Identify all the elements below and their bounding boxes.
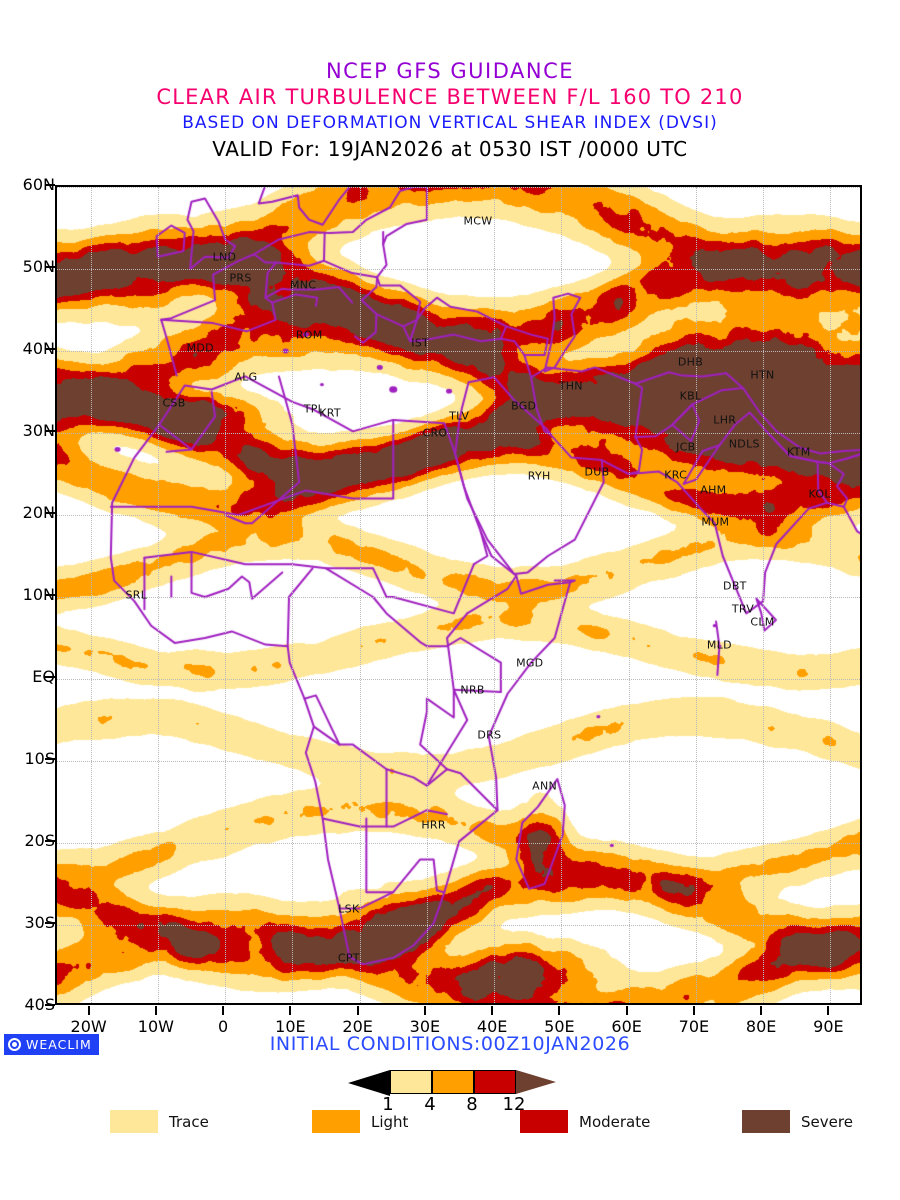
title-line-product: CLEAR AIR TURBULENCE BETWEEN F/L 160 TO … bbox=[156, 85, 744, 109]
y-tick-label: 60N bbox=[22, 175, 55, 194]
y-tick-label: 10N bbox=[22, 585, 55, 604]
x-tick-mark bbox=[558, 1006, 561, 1015]
x-tick-label: 20W bbox=[70, 1017, 107, 1036]
y-tick-mark bbox=[45, 348, 55, 350]
y-tick-label: 50N bbox=[22, 257, 55, 276]
x-tick-mark bbox=[827, 1006, 830, 1015]
y-tick-mark bbox=[45, 184, 55, 186]
circle-logo-icon bbox=[8, 1038, 21, 1051]
x-tick-label: 80E bbox=[745, 1017, 777, 1036]
x-tick-label: 40E bbox=[476, 1017, 508, 1036]
colorbar-tick-label: 4 bbox=[424, 1094, 436, 1115]
title-line-method: BASED ON DEFORMATION VERTICAL SHEAR INDE… bbox=[182, 113, 718, 133]
x-tick-mark bbox=[423, 1006, 426, 1015]
y-tick-mark bbox=[45, 758, 55, 760]
x-tick-mark bbox=[87, 1006, 90, 1015]
colorbar-segment bbox=[474, 1070, 516, 1094]
legend-label: Trace bbox=[169, 1112, 209, 1131]
x-tick-label: 10W bbox=[137, 1017, 174, 1036]
legend-item: Trace bbox=[110, 1110, 209, 1133]
legend-item: Moderate bbox=[520, 1110, 650, 1133]
legend-label: Severe bbox=[801, 1112, 853, 1131]
x-tick-mark bbox=[625, 1006, 628, 1015]
x-tick-label: 20E bbox=[342, 1017, 373, 1036]
y-tick-mark bbox=[45, 922, 55, 924]
x-tick-mark bbox=[356, 1006, 359, 1015]
y-tick-label: 30S bbox=[24, 913, 55, 932]
legend-swatch bbox=[312, 1110, 360, 1133]
colorbar-segment bbox=[432, 1070, 474, 1094]
title-block: NCEP GFS GUIDANCE CLEAR AIR TURBULENCE B… bbox=[0, 58, 900, 163]
colorbar bbox=[348, 1070, 556, 1096]
y-tick-label: EQ bbox=[32, 667, 55, 686]
legend-swatch bbox=[110, 1110, 158, 1133]
cat-contour-canvas bbox=[57, 187, 860, 1003]
y-tick-label: 20N bbox=[22, 503, 55, 522]
legend-item: Severe bbox=[742, 1110, 853, 1133]
legend-label: Moderate bbox=[579, 1112, 651, 1131]
legend-swatch bbox=[520, 1110, 568, 1133]
x-tick-mark bbox=[222, 1006, 225, 1015]
weaclim-logo: WEACLIM bbox=[4, 1034, 99, 1055]
y-tick-mark bbox=[45, 430, 55, 432]
legend-label: Light bbox=[371, 1112, 409, 1131]
x-tick-label: 30E bbox=[409, 1017, 441, 1036]
y-tick-mark bbox=[45, 1004, 55, 1006]
title-line-validity: VALID For: 19JAN2026 at 0530 IST /0000 U… bbox=[212, 137, 688, 161]
legend-item: Light bbox=[312, 1110, 408, 1133]
y-axis: 60N 50N 40N 30N 20N 10N EQ 10S 20S 30S 40S bbox=[0, 175, 900, 1014]
intensity-legend: Trace Light Moderate Severe bbox=[0, 1110, 900, 1142]
colorbar-over-cap bbox=[516, 1070, 556, 1094]
title-line-agency: NCEP GFS GUIDANCE bbox=[325, 59, 575, 83]
x-tick-label: 70E bbox=[678, 1017, 710, 1036]
weaclim-label: WEACLIM bbox=[26, 1037, 92, 1052]
x-tick-label: 60E bbox=[611, 1017, 642, 1036]
x-tick-label: 0 bbox=[218, 1017, 229, 1036]
colorbar-tick-label: 12 bbox=[502, 1094, 526, 1115]
x-tick-mark bbox=[154, 1006, 157, 1015]
initial-conditions-text: INITIAL CONDITIONS:00Z10JAN2026 bbox=[269, 1033, 631, 1055]
x-tick-label: 10E bbox=[275, 1017, 306, 1036]
x-tick-mark bbox=[760, 1006, 763, 1015]
y-tick-mark bbox=[45, 840, 55, 842]
x-tick-label: 50E bbox=[544, 1017, 575, 1036]
y-tick-mark bbox=[45, 676, 55, 678]
x-tick-mark bbox=[289, 1006, 292, 1015]
x-tick-mark bbox=[692, 1006, 695, 1015]
x-axis: 20W 10W 0 10E 20E 30E 40E 50E 60E 70E 80E 90E bbox=[0, 1006, 900, 1036]
y-tick-mark bbox=[45, 512, 55, 514]
colorbar-under-cap bbox=[348, 1070, 390, 1096]
x-tick-label: 90E bbox=[813, 1017, 844, 1036]
y-tick-label: 10S bbox=[24, 749, 55, 768]
y-tick-label: 30N bbox=[22, 421, 55, 440]
colorbar-tick-label: 1 bbox=[382, 1094, 394, 1115]
colorbar-segment bbox=[390, 1070, 432, 1094]
y-tick-label: 40N bbox=[22, 339, 55, 358]
legend-swatch bbox=[742, 1110, 790, 1133]
x-tick-mark bbox=[491, 1006, 494, 1015]
y-tick-label: 20S bbox=[24, 831, 55, 850]
colorbar-tick-label: 8 bbox=[466, 1094, 478, 1115]
y-tick-label: 40S bbox=[24, 995, 55, 1014]
y-tick-mark bbox=[45, 266, 55, 268]
colorbar-ticks: 1 4 8 12 bbox=[348, 1094, 563, 1116]
y-tick-mark bbox=[45, 594, 55, 596]
